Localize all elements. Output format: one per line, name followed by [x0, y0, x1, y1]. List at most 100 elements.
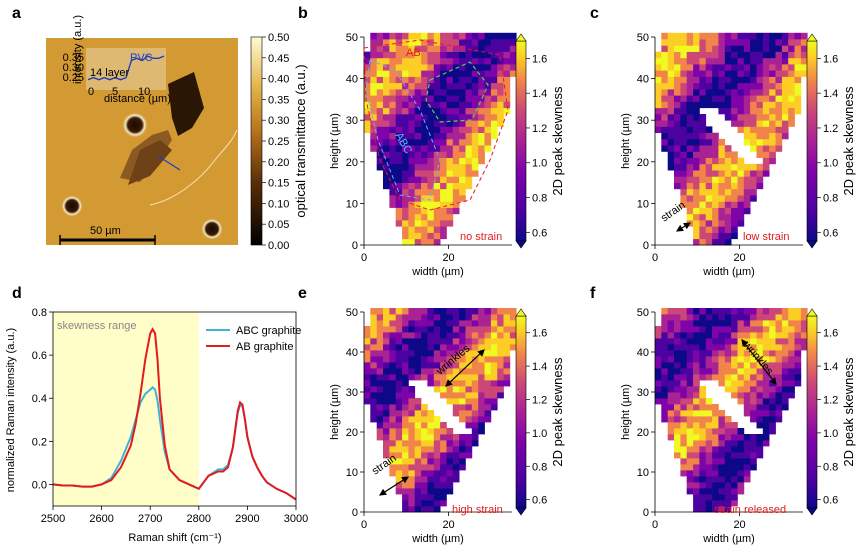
map-pixel: [718, 374, 726, 381]
map-pixel: [414, 195, 422, 202]
map-pixel: [395, 386, 403, 393]
map-pixel: [667, 70, 675, 77]
map-pixel: [421, 151, 428, 158]
map-pixel: [452, 332, 460, 339]
map-pixel: [490, 356, 498, 363]
map-pixel: [452, 145, 460, 152]
map-pixel: [775, 332, 783, 339]
map-pixel: [756, 114, 764, 121]
map-pixel: [667, 362, 675, 369]
map-pixel: [661, 332, 668, 339]
map-pixel: [421, 338, 428, 345]
map-pixel: [775, 132, 783, 140]
map-pixel: [731, 89, 738, 96]
map-pixel: [724, 176, 732, 183]
map-pixel: [699, 344, 707, 351]
map-pixel: [421, 434, 428, 441]
colorbar-tick-label: 0.05: [268, 219, 289, 231]
map-pixel: [674, 428, 681, 435]
map-pixel: [800, 326, 808, 333]
map-pixel: [433, 220, 441, 227]
map-pixel: [737, 362, 745, 369]
map-pixel: [484, 344, 492, 351]
map-pixel: [408, 32, 416, 40]
map-pixel: [383, 404, 390, 411]
map-pixel: [718, 356, 726, 363]
map-pixel: [408, 500, 416, 507]
map-pixel: [414, 410, 422, 417]
y-axis-label: normalized Raman intensity (a.u.): [5, 328, 17, 492]
map-pixel: [743, 410, 751, 417]
map-pixel: [370, 114, 377, 121]
map-pixel: [364, 89, 371, 96]
map-pixel: [408, 488, 416, 495]
map-pixel: [655, 368, 662, 375]
map-pixel: [497, 114, 504, 121]
map-pixel: [705, 145, 713, 152]
map-pixel: [452, 182, 460, 190]
map-pixel: [731, 95, 738, 102]
map-pixel: [408, 398, 416, 405]
map-pixel: [484, 76, 492, 84]
map-pixel: [769, 344, 776, 351]
map-pixel: [794, 356, 802, 363]
map-pixel: [724, 374, 732, 381]
map-pixel: [440, 32, 447, 40]
map-pixel: [769, 392, 776, 399]
map-pixel: [376, 39, 384, 46]
map-pixel: [402, 107, 409, 115]
map-pixel: [421, 452, 428, 459]
map-pixel: [756, 64, 764, 71]
map-pixel: [471, 39, 479, 46]
map-pixel: [414, 213, 422, 221]
map-pixel: [497, 107, 504, 115]
map-pixel: [370, 374, 377, 381]
map-pixel: [718, 163, 726, 171]
map-pixel: [693, 126, 700, 133]
green-outline: [425, 61, 489, 123]
map-pixel: [686, 434, 694, 441]
map-pixel: [667, 386, 675, 393]
map-pixel: [490, 362, 498, 369]
map-pixel: [775, 350, 783, 357]
panel-b-annotations: AB ABC no strain: [363, 39, 509, 243]
map-pixel: [712, 95, 719, 102]
map-pixel: [446, 32, 454, 40]
map-pixel: [490, 132, 498, 140]
y-tick-label: 0.8: [32, 307, 47, 319]
map-pixel: [661, 45, 668, 52]
colorbar-extend-bottom: [806, 240, 818, 249]
map-pixel: [699, 416, 707, 423]
map-pixel: [680, 51, 688, 59]
map-pixel: [718, 188, 726, 196]
map-pixel: [712, 356, 719, 363]
map-pixel: [693, 476, 700, 483]
map-pixel: [762, 64, 770, 71]
map-pixel: [699, 176, 707, 183]
map-pixel: [680, 416, 688, 423]
map-pixel: [421, 458, 428, 465]
map-pixel: [724, 362, 732, 369]
map-pixel: [693, 344, 700, 351]
map-pixel: [433, 506, 441, 513]
map-pixel: [762, 434, 770, 441]
map-pixel: [769, 332, 776, 339]
map-pixel: [686, 126, 694, 133]
panel-label-c: c: [590, 5, 599, 22]
map-pixel: [724, 458, 732, 465]
map-pixel: [383, 120, 390, 127]
map-pixel: [370, 101, 377, 109]
map-pixel: [402, 416, 409, 423]
map-pixel: [712, 488, 719, 495]
map-pixel: [718, 195, 726, 202]
map-pixel: [459, 82, 466, 90]
map-pixel: [699, 114, 707, 121]
x-tick-label: 20: [733, 519, 745, 531]
map-pixel: [674, 157, 681, 165]
colorbar-tick-label: 0.40: [268, 74, 289, 86]
map-pixel: [655, 338, 662, 345]
abc-region-outline: [365, 59, 441, 201]
map-pixel: [674, 350, 681, 357]
map-pixel: [661, 138, 668, 146]
wrinkles-arrow: [741, 339, 777, 385]
